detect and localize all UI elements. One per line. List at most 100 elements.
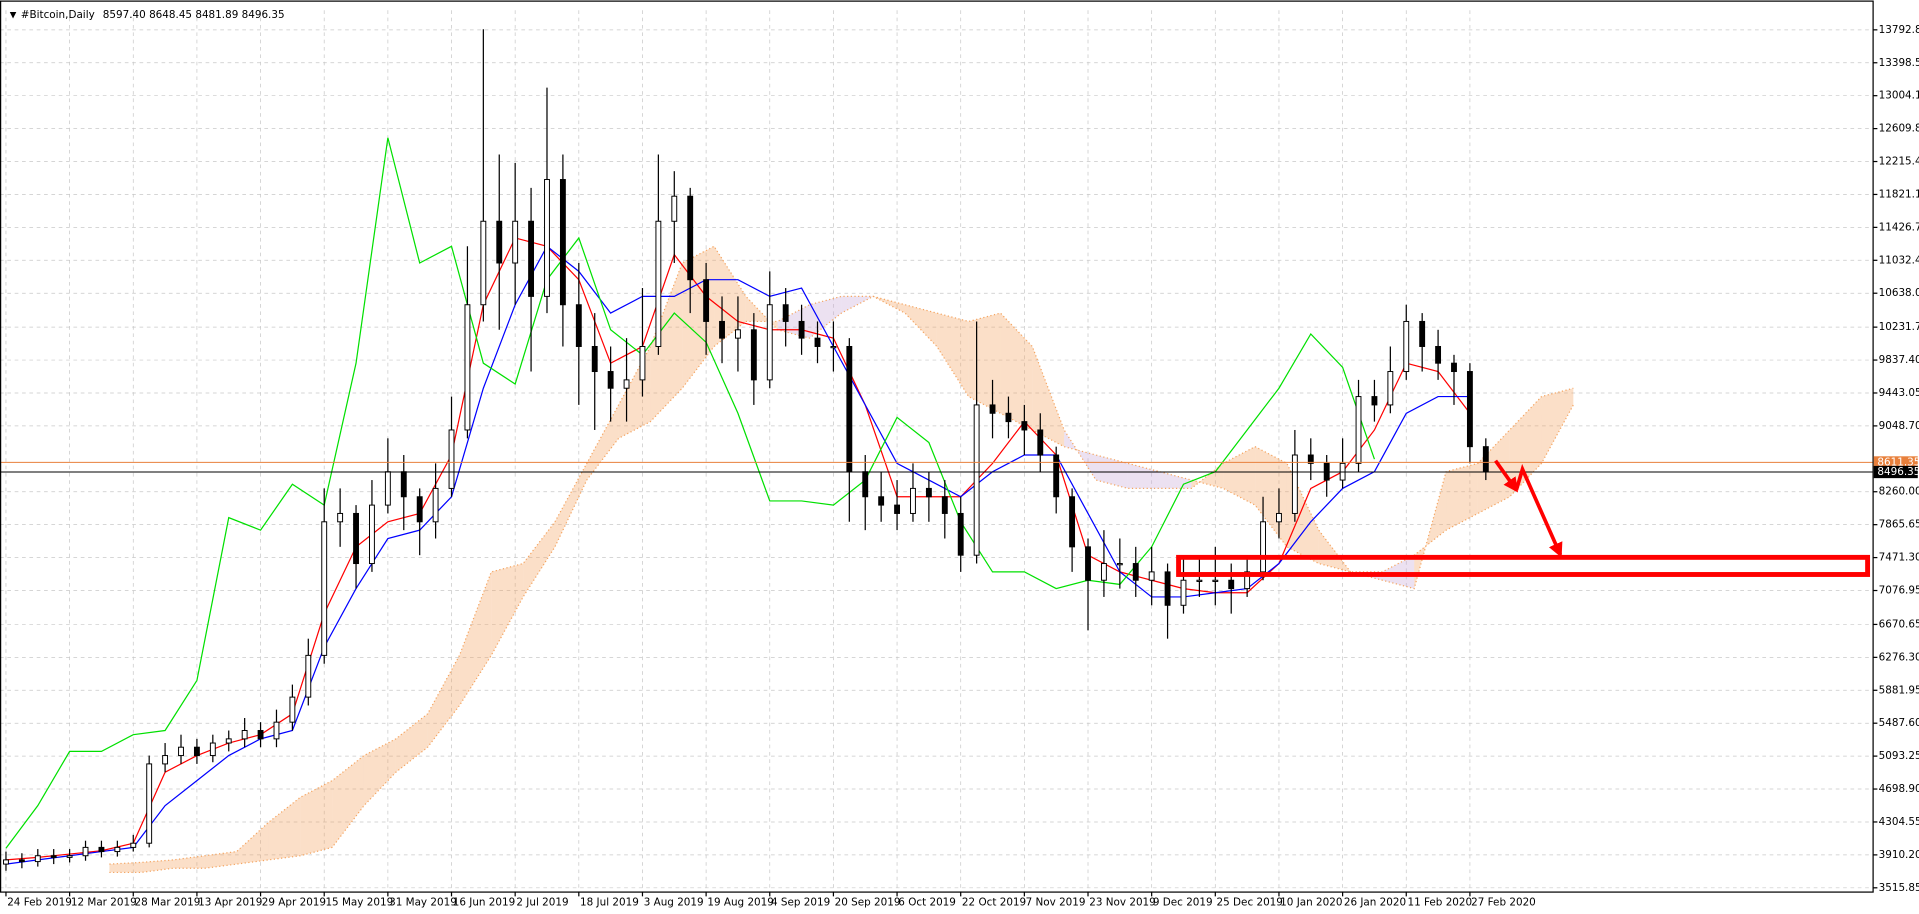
y-tick-label: 9837.40 xyxy=(1879,354,1919,366)
cloud-segment xyxy=(459,571,492,706)
candle-body xyxy=(1371,396,1378,406)
candle-body xyxy=(114,846,121,853)
support-zone xyxy=(1176,554,1871,577)
candle-body xyxy=(766,304,773,381)
x-tick-label: 15 May 2019 xyxy=(325,896,393,908)
x-tick-label: 16 Jun 2019 xyxy=(453,896,516,908)
candle-body xyxy=(925,487,932,498)
candle-body xyxy=(1212,579,1219,582)
candle-body xyxy=(241,730,248,740)
candle-body xyxy=(1260,521,1266,573)
cloud-edge xyxy=(109,245,1574,865)
indicator-line xyxy=(5,137,1376,849)
plot-frame xyxy=(0,0,1874,893)
candle-body xyxy=(1021,421,1028,431)
y-tick-label: 11821.10 xyxy=(1879,188,1919,200)
candle-body xyxy=(1291,454,1298,514)
candle-body xyxy=(209,742,216,757)
y-tick-label: 6276.30 xyxy=(1879,651,1919,663)
x-tick-label: 27 Feb 2020 xyxy=(1471,896,1536,908)
y-tick-label: 4698.90 xyxy=(1879,783,1919,795)
grid xyxy=(0,10,1873,892)
candle-body xyxy=(973,404,980,556)
candle-body xyxy=(703,279,710,322)
cloud-segment xyxy=(268,797,301,860)
candle-body xyxy=(941,496,948,514)
candle-body xyxy=(910,487,916,514)
candle-body xyxy=(34,855,41,863)
candle-body xyxy=(623,379,630,389)
candle-body xyxy=(1228,579,1235,590)
candle-body xyxy=(862,471,869,498)
candle-body xyxy=(1196,579,1203,582)
cloud-segment xyxy=(173,855,205,869)
candle-body xyxy=(575,304,582,347)
candle-body xyxy=(273,721,280,740)
candle-body xyxy=(193,746,200,757)
candle-body xyxy=(305,654,312,698)
candle-body xyxy=(607,371,614,389)
y-tick-label: 11426.75 xyxy=(1879,221,1919,233)
cloud-segment xyxy=(1223,446,1256,506)
cloud-segment xyxy=(395,713,428,773)
cloud-segment xyxy=(204,851,237,869)
cloud-segment xyxy=(300,780,333,856)
candle-body xyxy=(559,179,566,306)
candle-body xyxy=(1037,429,1044,456)
candle-body xyxy=(400,471,407,498)
y-tick-label: 13004.15 xyxy=(1879,90,1919,102)
indicator-line xyxy=(5,245,1470,865)
x-tick-label: 12 Mar 2019 xyxy=(71,896,137,908)
y-tick-label: 12609.80 xyxy=(1879,123,1919,135)
candle-body xyxy=(3,859,9,865)
candle-body xyxy=(1100,563,1107,581)
x-tick-label: 18 Jul 2019 xyxy=(580,896,639,908)
candle-body xyxy=(1148,571,1155,581)
x-tick-label: 31 May 2019 xyxy=(389,896,457,908)
candle-body xyxy=(1164,571,1171,606)
y-tick-label: 5881.95 xyxy=(1879,684,1919,696)
candle-body xyxy=(1403,320,1410,373)
candle-body xyxy=(1085,546,1091,581)
candle-body xyxy=(146,763,153,844)
cloud-segment xyxy=(1414,471,1447,589)
candle-body xyxy=(1419,320,1426,347)
chart-title: #Bitcoin,Daily xyxy=(21,9,95,21)
cloud-segment xyxy=(1127,463,1160,489)
y-tick-label: 4304.55 xyxy=(1879,816,1919,828)
x-tick-label: 22 Oct 2019 xyxy=(962,896,1026,908)
cloud-segment xyxy=(650,263,683,422)
candle-body xyxy=(257,730,264,740)
candle-body xyxy=(289,696,296,723)
collapse-icon[interactable]: ▼ xyxy=(10,11,17,21)
x-tick-label: 9 Dec 2019 xyxy=(1153,896,1213,908)
candle-body xyxy=(846,345,853,473)
cloud-segment xyxy=(554,463,587,547)
ohlc-text: 8597.40 8648.45 8481.89 8496.35 xyxy=(103,9,285,21)
candle-body xyxy=(655,220,662,347)
candle-body xyxy=(1005,412,1012,423)
x-tick-label: 2 Jul 2019 xyxy=(516,896,568,908)
cloud-segment xyxy=(1541,388,1574,464)
cloud-segment xyxy=(1382,555,1415,589)
candle-body xyxy=(1132,563,1139,581)
y-tick-label: 13398.50 xyxy=(1879,57,1919,69)
x-tick-label: 28 Mar 2019 xyxy=(134,896,200,908)
candle-body xyxy=(1276,512,1282,523)
x-tick-label: 19 Aug 2019 xyxy=(707,896,774,908)
candle-body xyxy=(1451,362,1457,373)
arrow xyxy=(1494,459,1519,493)
candle-body xyxy=(225,738,232,744)
x-tick-label: 11 Feb 2020 xyxy=(1407,896,1472,908)
y-tick-label: 12215.45 xyxy=(1879,156,1919,168)
candle-body xyxy=(1116,563,1123,566)
candle-body xyxy=(957,512,964,556)
candle-body xyxy=(432,487,439,523)
x-tick-label: 10 Jan 2020 xyxy=(1280,896,1342,908)
y-tick-label: 7076.95 xyxy=(1879,585,1919,597)
candle-body xyxy=(162,755,169,765)
price-lines xyxy=(0,461,1873,473)
price-label-box xyxy=(1873,465,1918,479)
x-tick-label: 23 Nov 2019 xyxy=(1089,896,1156,908)
